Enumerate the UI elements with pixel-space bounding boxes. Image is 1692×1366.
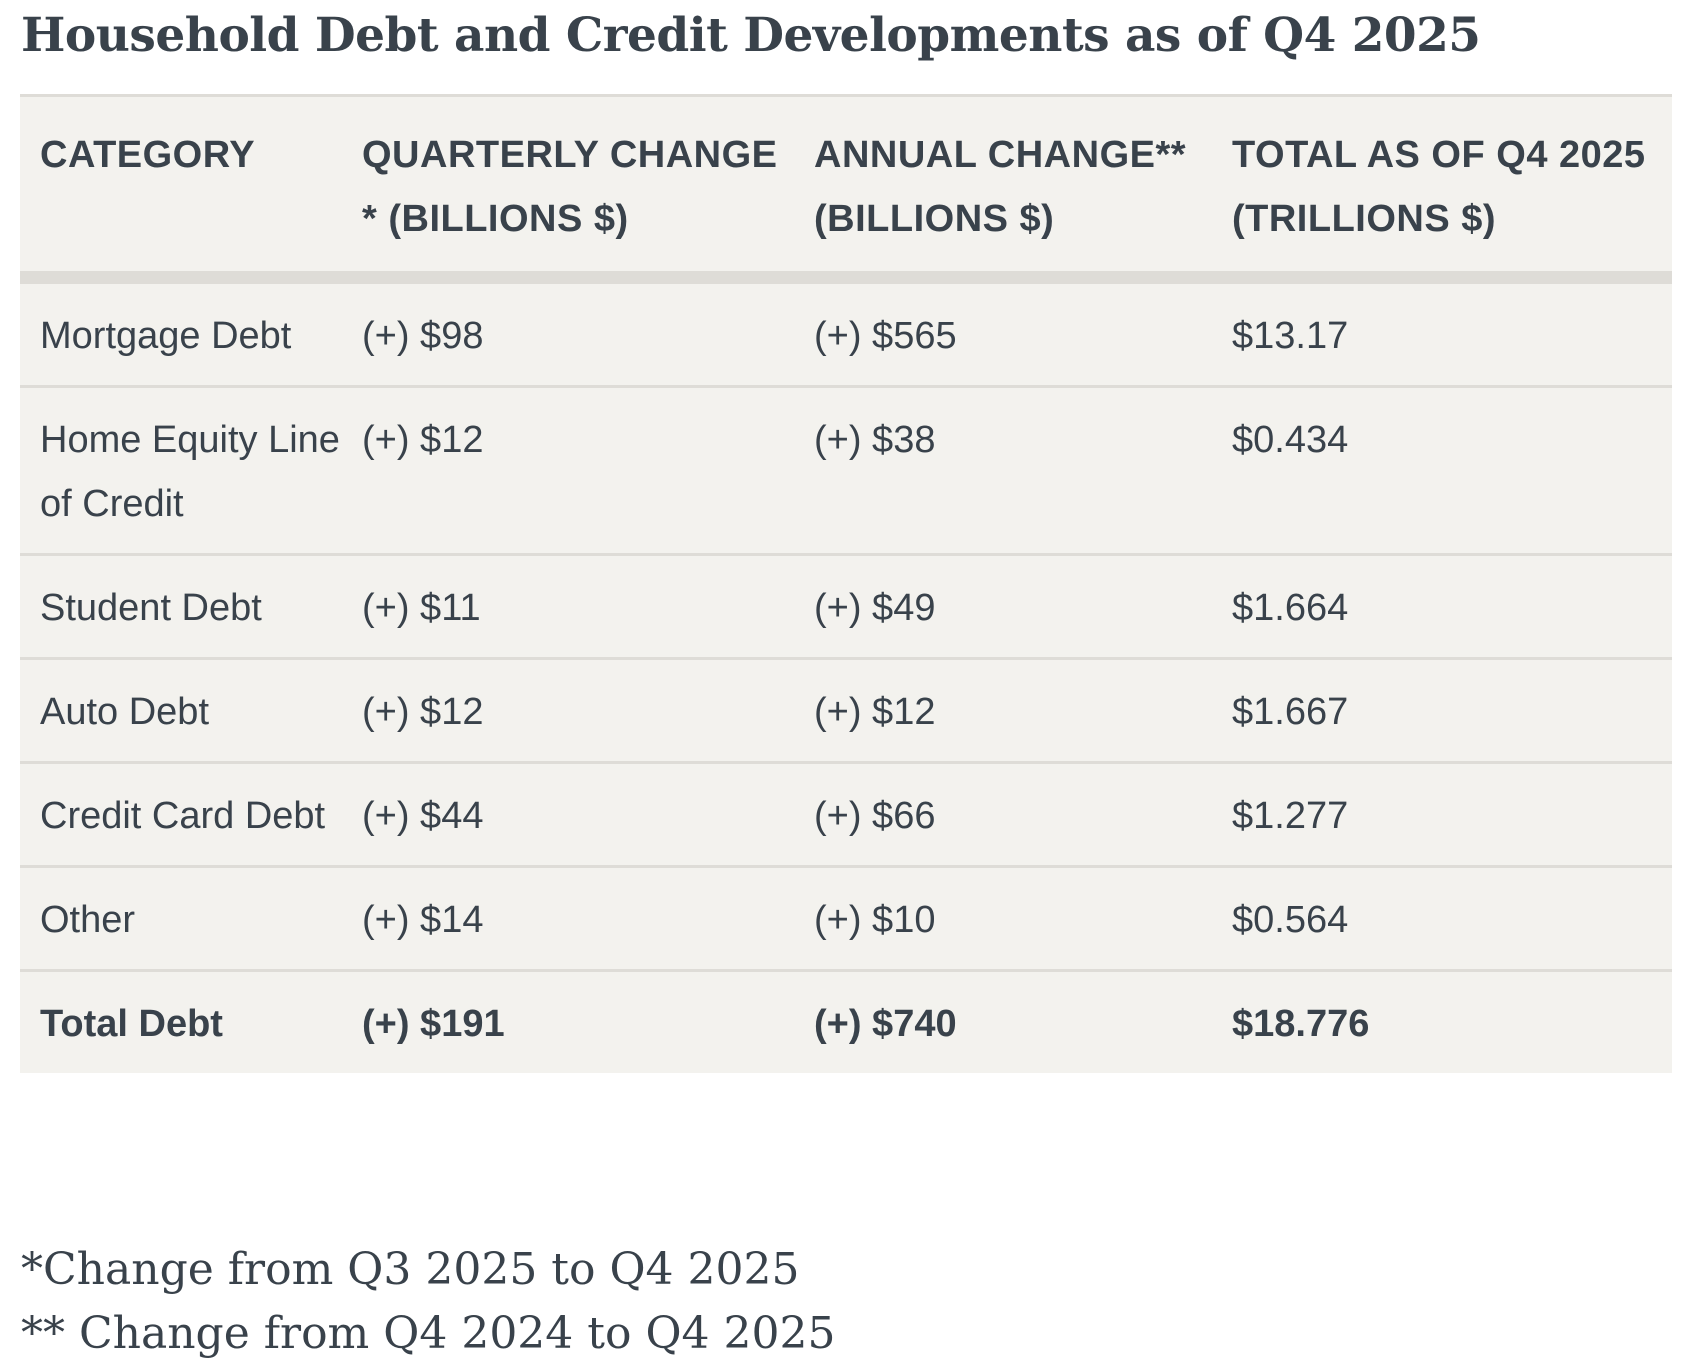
table-row-other: Other (+) $14 (+) $10 $0.564	[20, 867, 1672, 971]
cell-annual-change: (+) $12	[814, 691, 936, 733]
cell-total: $18.776	[1232, 1003, 1370, 1045]
header-row: CATEGORY QUARTERLY CHANGE * (BILLIONS $)…	[20, 95, 1672, 278]
cell-total: $1.664	[1232, 587, 1349, 629]
cell-quarterly-change: (+) $44	[362, 795, 484, 837]
cell-annual-change: (+) $565	[814, 315, 957, 357]
cell-quarterly-change: (+) $12	[362, 419, 484, 461]
table-row-credit-card-debt: Credit Card Debt (+) $44 (+) $66 $1.277	[20, 763, 1672, 867]
cell-category: Total Debt	[40, 1003, 223, 1045]
page-title: Household Debt and Credit Developments a…	[21, 8, 1481, 63]
table-body: Mortgage Debt (+) $98 (+) $565 $13.17 Ho…	[20, 278, 1672, 1074]
debt-table: CATEGORY QUARTERLY CHANGE * (BILLIONS $)…	[20, 94, 1672, 1073]
cell-total: $0.434	[1232, 419, 1349, 461]
table-row-mortgage-debt: Mortgage Debt (+) $98 (+) $565 $13.17	[20, 278, 1672, 387]
cell-category: Credit Card Debt	[40, 795, 326, 837]
cell-total: $13.17	[1232, 315, 1349, 357]
cell-quarterly-change: (+) $191	[362, 1003, 505, 1045]
header-annual-change: ANNUAL CHANGE** (BILLIONS $)	[814, 134, 1187, 240]
table-row-student-debt: Student Debt (+) $11 (+) $49 $1.664	[20, 555, 1672, 659]
table-row-auto-debt: Auto Debt (+) $12 (+) $12 $1.667	[20, 659, 1672, 763]
cell-annual-change: (+) $10	[814, 899, 936, 941]
debt-table-container: CATEGORY QUARTERLY CHANGE * (BILLIONS $)…	[20, 94, 1672, 1073]
cell-category: Auto Debt	[40, 691, 209, 733]
cell-quarterly-change: (+) $14	[362, 899, 484, 941]
cell-annual-change: (+) $49	[814, 587, 936, 629]
cell-annual-change: (+) $740	[814, 1003, 957, 1045]
cell-quarterly-change: (+) $98	[362, 315, 484, 357]
table-header: CATEGORY QUARTERLY CHANGE * (BILLIONS $)…	[20, 95, 1672, 278]
cell-total: $1.667	[1232, 691, 1349, 733]
cell-annual-change: (+) $38	[814, 419, 936, 461]
cell-category: Other	[40, 899, 136, 941]
cell-quarterly-change: (+) $12	[362, 691, 484, 733]
table-row-total-debt: Total Debt (+) $191 (+) $740 $18.776	[20, 971, 1672, 1074]
cell-quarterly-change: (+) $11	[362, 587, 481, 629]
footnote-quarterly: *Change from Q3 2025 to Q4 2025	[21, 1244, 800, 1295]
cell-category: Student Debt	[40, 587, 262, 629]
header-category: CATEGORY	[40, 134, 256, 176]
cell-total: $0.564	[1232, 899, 1349, 941]
footnotes: *Change from Q3 2025 to Q4 2025 ** Chang…	[21, 1238, 835, 1366]
cell-category: Mortgage Debt	[40, 315, 292, 357]
cell-annual-change: (+) $66	[814, 795, 936, 837]
cell-category: Home Equity Line of Credit	[40, 419, 340, 525]
table-row-home-equity: Home Equity Line of Credit (+) $12 (+) $…	[20, 387, 1672, 555]
footnote-annual: ** Change from Q4 2024 to Q4 2025	[21, 1308, 836, 1359]
header-total: TOTAL AS OF Q4 2025 (TRILLIONS $)	[1232, 134, 1646, 240]
header-quarterly-change: QUARTERLY CHANGE * (BILLIONS $)	[362, 134, 778, 240]
cell-total: $1.277	[1232, 795, 1349, 837]
